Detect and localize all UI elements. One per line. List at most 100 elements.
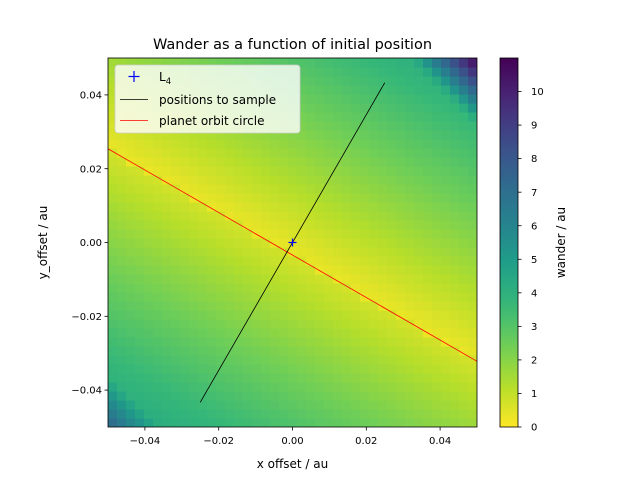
heatmap-cell [432, 265, 442, 275]
heatmap-cell [369, 175, 379, 185]
heatmap-cell [369, 94, 379, 104]
heatmap-cell [450, 67, 460, 77]
heatmap-cell [414, 274, 424, 284]
heatmap-cell [216, 139, 226, 149]
heatmap-cell [180, 184, 190, 194]
heatmap-cell [468, 355, 477, 365]
heatmap-cell [126, 382, 136, 392]
heatmap-cell [360, 76, 370, 86]
heatmap-cell [423, 337, 433, 347]
heatmap-cell [459, 211, 469, 221]
heatmap-cell [189, 301, 199, 311]
heatmap-cell [261, 184, 271, 194]
heatmap-cell [171, 319, 181, 329]
heatmap-cell [378, 364, 388, 374]
heatmap-cell [468, 229, 477, 239]
heatmap-cell [171, 409, 181, 419]
heatmap-cell [306, 409, 316, 419]
heatmap-cell [135, 409, 145, 419]
heatmap-cell [261, 157, 271, 167]
heatmap-cell [144, 355, 154, 365]
heatmap-cell [414, 337, 424, 347]
heatmap-cell [180, 355, 190, 365]
heatmap-cell [279, 346, 289, 356]
heatmap-cell [252, 310, 262, 320]
heatmap-cell [198, 139, 208, 149]
heatmap-cell [432, 283, 442, 293]
heatmap-cell [261, 319, 271, 329]
heatmap-cell [108, 148, 118, 158]
heatmap-cell [423, 148, 433, 158]
heatmap-cell [153, 148, 163, 158]
heatmap-cell [297, 265, 307, 275]
heatmap-cell [252, 301, 262, 311]
heatmap-cell [378, 310, 388, 320]
heatmap-cell [351, 409, 361, 419]
heatmap-cell [414, 202, 424, 212]
heatmap-cell [405, 418, 415, 427]
heatmap-cell [387, 283, 397, 293]
heatmap-cell [450, 112, 460, 122]
heatmap-cell [468, 391, 477, 401]
heatmap-cell [459, 121, 469, 131]
heatmap-cell [306, 418, 316, 427]
heatmap-cell [270, 418, 280, 427]
heatmap-cell [459, 373, 469, 383]
heatmap-cell [468, 319, 477, 329]
heatmap-cell [450, 238, 460, 248]
heatmap-cell [162, 418, 172, 427]
heatmap-cell [423, 229, 433, 239]
heatmap-cell [432, 175, 442, 185]
heatmap-cell [261, 409, 271, 419]
heatmap-cell [405, 112, 415, 122]
heatmap-cell [126, 337, 136, 347]
heatmap-cell [243, 175, 253, 185]
heatmap-cell [450, 283, 460, 293]
heatmap-cell [135, 139, 145, 149]
heatmap-cell [117, 355, 127, 365]
heatmap-cell [351, 184, 361, 194]
heatmap-cell [252, 364, 262, 374]
heatmap-cell [171, 265, 181, 275]
heatmap-cell [207, 58, 217, 68]
heatmap-cell [117, 319, 127, 329]
heatmap-cell [414, 58, 424, 68]
heatmap-cell [288, 301, 298, 311]
heatmap-cell [441, 418, 451, 427]
heatmap-cell [378, 355, 388, 365]
heatmap-cell [234, 139, 244, 149]
heatmap-cell [405, 166, 415, 176]
heatmap-cell [270, 274, 280, 284]
heatmap-cell [315, 319, 325, 329]
heatmap-cell [198, 301, 208, 311]
heatmap-cell [189, 148, 199, 158]
heatmap-cell [117, 58, 127, 68]
heatmap-cell [216, 247, 226, 257]
heatmap-cell [432, 130, 442, 140]
heatmap-cell [459, 301, 469, 311]
heatmap-cell [198, 310, 208, 320]
heatmap-cell [171, 184, 181, 194]
heatmap-cell [279, 193, 289, 203]
heatmap-cell [342, 301, 352, 311]
heatmap-cell [396, 301, 406, 311]
heatmap-cell [153, 166, 163, 176]
heatmap-cell [459, 202, 469, 212]
heatmap-cell [225, 319, 235, 329]
heatmap-cell [414, 184, 424, 194]
heatmap-cell [216, 409, 226, 419]
heatmap-cell [369, 193, 379, 203]
heatmap-cell [207, 211, 217, 221]
heatmap-cell [396, 157, 406, 167]
heatmap-cell [117, 175, 127, 185]
heatmap-cell [117, 157, 127, 167]
heatmap-cell [108, 229, 118, 239]
y-axis-ticks: −0.04−0.020.000.020.04 [71, 91, 108, 397]
heatmap-cell [387, 148, 397, 158]
heatmap-cell [423, 256, 433, 266]
heatmap-cell [468, 58, 477, 68]
heatmap-cell [432, 310, 442, 320]
heatmap-cell [180, 310, 190, 320]
heatmap-cell [225, 283, 235, 293]
heatmap-cell [414, 85, 424, 95]
